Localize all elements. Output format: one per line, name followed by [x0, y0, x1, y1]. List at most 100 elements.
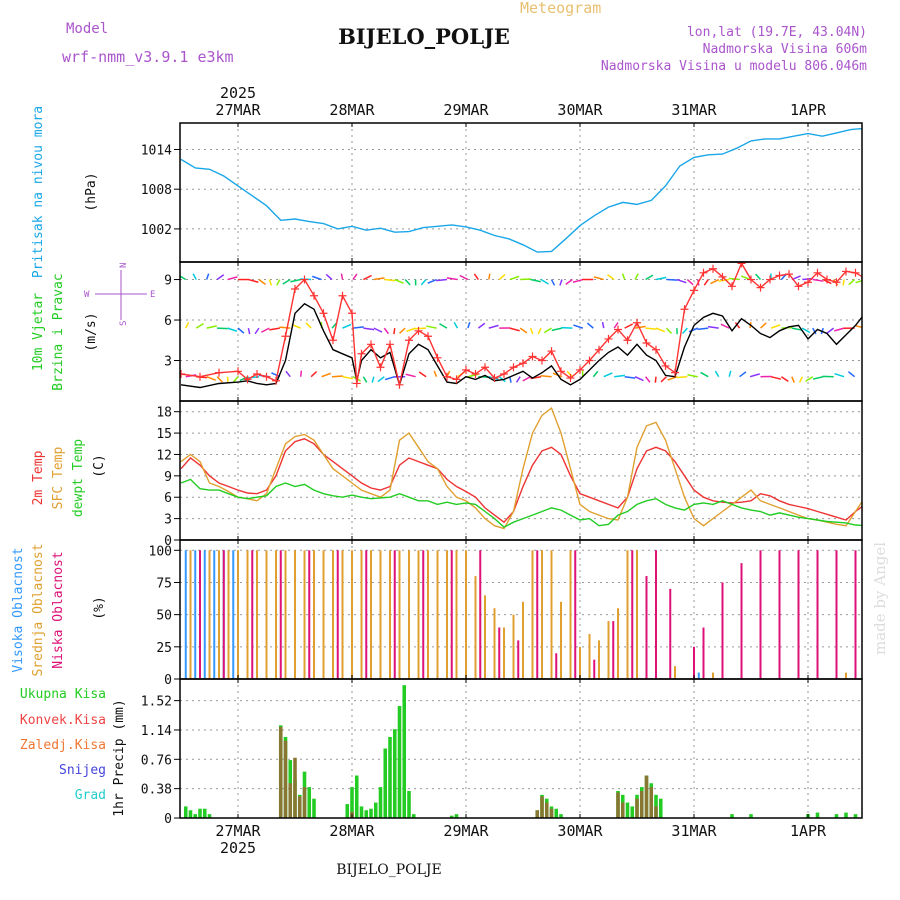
precip-total-bar: [383, 748, 388, 818]
gust-marker: [547, 347, 556, 356]
gust-marker: [386, 340, 394, 349]
wind-barb: [720, 323, 730, 329]
precip-total-bar: [630, 806, 635, 818]
precip-total-bar: [654, 794, 658, 818]
y-tick-label: 25: [156, 641, 172, 656]
gust-marker: [614, 325, 622, 334]
cloud-ylabel-sub: Srednja Oblacnost: [31, 543, 46, 676]
wind-barb: [565, 278, 573, 285]
wind-barb: [812, 375, 824, 380]
precip-total-bar: [853, 814, 858, 818]
temp-ylabel-sub: SFC Temp: [51, 447, 66, 510]
precip-conv-bar: [283, 740, 288, 818]
gust-marker: [747, 275, 755, 284]
precip-conv-bar: [302, 787, 307, 818]
wind-barb: [206, 325, 218, 329]
gust-marker: [709, 264, 717, 273]
wind-barb: [559, 279, 563, 286]
temperature-data: [180, 406, 862, 530]
wind-barb: [718, 278, 730, 282]
x-label-bottom: 27MAR: [215, 822, 261, 840]
precip-total-bar: [873, 810, 877, 818]
gust-marker: [490, 374, 499, 383]
precip-total-bar: [730, 814, 734, 818]
wind-barb: [624, 375, 636, 379]
gust-marker: [234, 367, 242, 376]
wind-barb: [310, 370, 318, 378]
precip-total-bar: [834, 814, 839, 818]
wind-barb: [645, 274, 654, 281]
wind-barb: [573, 324, 584, 329]
wind-compass: W E N S: [84, 263, 155, 326]
wind-barb: [459, 274, 469, 281]
gust-marker: [253, 370, 261, 379]
precip-total-bar: [312, 798, 316, 818]
y-tick-label: 0.38: [141, 783, 172, 798]
cloud-unit: (%): [92, 596, 107, 619]
precip-total-bar: [559, 814, 563, 818]
wind-barb: [509, 275, 520, 281]
precip-conv-bar: [540, 796, 544, 818]
y-tick-label: 75: [156, 576, 172, 591]
y-tick-label: 6: [164, 314, 172, 329]
wind-barb: [276, 279, 281, 286]
cloud-ylabel: Visoka Oblacnost: [11, 547, 26, 672]
gust-marker: [823, 275, 831, 284]
gust-marker: [443, 372, 451, 381]
panel-frame-precip: [179, 678, 863, 819]
gust-marker: [215, 368, 223, 377]
precip-total-bar: [188, 810, 193, 818]
wind-barb: [572, 278, 584, 283]
wind-barb: [258, 278, 266, 285]
precip-total-bar: [388, 736, 392, 818]
wind-barb: [805, 376, 814, 382]
gust-marker: [262, 372, 271, 381]
wind-barb: [884, 322, 886, 328]
wind-barb: [614, 374, 626, 378]
wind-barb: [362, 376, 368, 383]
wind-barb: [855, 279, 862, 284]
wind-barb: [791, 327, 803, 331]
gust-marker: [642, 338, 651, 347]
wind-barb: [854, 324, 862, 329]
gust-marker: [376, 363, 385, 372]
wind-barb: [798, 376, 803, 383]
wind-barb: [509, 327, 520, 332]
wind-barb: [232, 376, 239, 383]
x-label-top: 30MAR: [557, 101, 603, 119]
wind-barb: [321, 372, 332, 378]
gust-marker: [519, 359, 527, 368]
gust-marker: [310, 291, 318, 300]
precip-total-bar: [378, 787, 383, 818]
wind-barb: [352, 273, 358, 280]
precip-ylabel-main: 1hr Precip: [112, 738, 127, 816]
precip-total-bar: [407, 790, 411, 818]
wind-barb: [687, 373, 698, 378]
wind-barb: [312, 275, 322, 281]
wind-barb: [847, 371, 856, 378]
gust-marker: [281, 332, 290, 341]
wind-barb: [621, 273, 626, 280]
gust-marker: [633, 318, 641, 327]
wind-barb: [791, 376, 795, 383]
pressure-unit: (hPa): [84, 172, 99, 211]
precip-total-bar: [397, 706, 402, 818]
y-tick-label: 3: [164, 513, 172, 528]
y-tick-label: 9: [164, 274, 172, 289]
wind-barb: [384, 375, 395, 381]
gust-marker: [813, 268, 822, 277]
x-label-bottom: 28MAR: [329, 822, 375, 840]
precip-conv-bar: [654, 806, 658, 818]
precip-legend: Ukupna Kisa Konvek.Kisa Zaledj.Kisa Snij…: [20, 687, 106, 803]
precip-total-bar: [307, 787, 312, 818]
precip-total-bar: [369, 808, 373, 818]
gust-marker: [775, 271, 784, 280]
precip-total-bar: [364, 810, 369, 818]
wind-barb: [551, 327, 563, 332]
precip-total-bar: [454, 814, 459, 818]
wind-barb: [759, 322, 767, 329]
gust-marker: [623, 336, 632, 345]
series-brzina: [180, 302, 862, 389]
y-tick-label: 15: [156, 427, 172, 442]
